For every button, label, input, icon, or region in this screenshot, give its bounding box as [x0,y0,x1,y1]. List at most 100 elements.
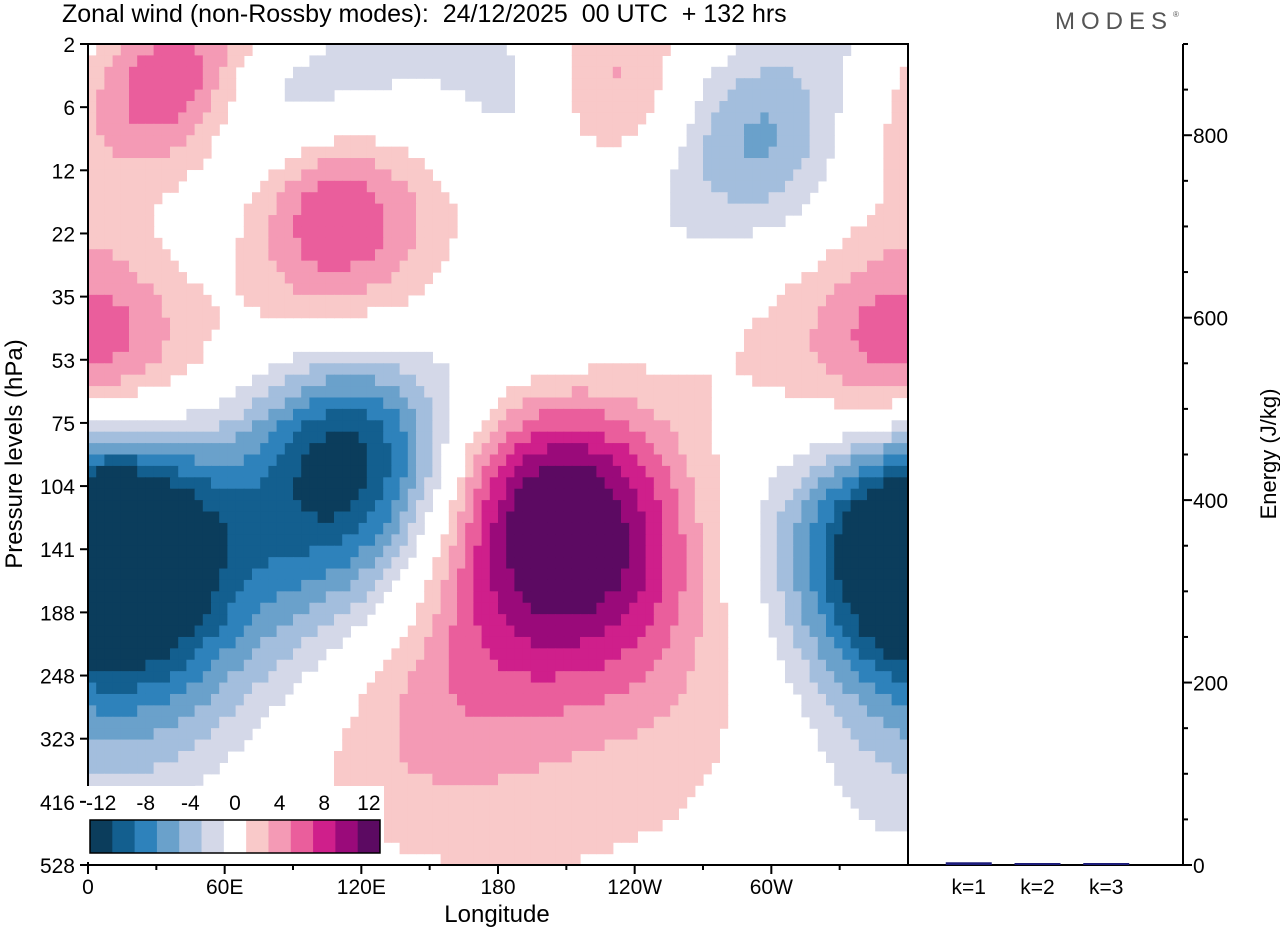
heatmap-cell [867,363,876,376]
heatmap-cell [120,123,130,136]
heatmap-cell [448,203,458,216]
heatmap-cell [448,591,458,604]
heatmap-cell [161,557,171,570]
heatmap-cell [145,716,155,729]
heatmap-cell [571,853,581,865]
heatmap-cell [334,55,343,68]
heatmap-cell [350,511,360,524]
heatmap-cell [785,55,794,68]
heatmap-cell [424,785,433,798]
heatmap-cell [284,78,294,91]
heatmap-cell [530,591,540,604]
heatmap-cell [178,705,187,718]
heatmap-cell [383,180,392,193]
heatmap-cell [506,579,515,592]
heatmap-cell [539,648,548,661]
heatmap-cell [703,671,712,684]
heatmap-cell [711,454,720,467]
heatmap-cell [473,705,483,718]
heatmap-cell [358,477,368,490]
heatmap-cell [588,545,597,558]
heatmap-cell [703,180,712,193]
heatmap-cell [867,568,876,581]
heatmap-cell [793,602,802,615]
heatmap-cell [112,283,122,296]
heatmap-cell [358,511,368,524]
heatmap-cell [686,443,696,456]
heatmap-cell [432,807,442,820]
heatmap-cell [637,625,647,638]
heatmap-cell [284,591,294,604]
heatmap-cell [817,739,827,752]
heatmap-cell [465,682,474,695]
heatmap-cell [621,762,630,775]
heatmap-cell [317,351,327,364]
heatmap-cell [522,716,532,729]
heatmap-cell [407,785,417,798]
heatmap-cell [194,283,204,296]
heatmap-cell [629,568,638,581]
heatmap-cell [891,215,901,228]
heatmap-cell [342,363,351,376]
heatmap-cell [465,465,474,478]
heatmap-cell [227,55,237,68]
heatmap-cell [899,477,908,490]
heatmap-cell [243,294,253,307]
heatmap-cell [317,522,327,535]
heatmap-cell [358,363,368,376]
heatmap-cell [473,614,483,627]
heatmap-cell [842,682,852,695]
heatmap-cell [826,340,835,353]
heatmap-cell [580,408,589,421]
heatmap-cell [727,66,737,79]
heatmap-cell [383,511,392,524]
heatmap-cell [555,705,565,718]
heatmap-cell [686,739,696,752]
heatmap-cell [186,773,196,786]
heatmap-cell [489,545,499,558]
heatmap-cell [334,78,343,91]
heatmap-cell [448,557,458,570]
heatmap-cell [604,66,614,79]
chart-title: Zonal wind (non-Rossby modes): 24/12/202… [62,0,787,28]
heatmap-cell [850,317,860,330]
heatmap-cell [694,716,704,729]
heatmap-cell [883,306,893,319]
heatmap-cell [268,682,278,695]
heatmap-cell [399,431,409,444]
heatmap-cell [776,78,786,91]
heatmap-cell [801,705,811,718]
heatmap-cell [202,750,212,763]
heatmap-cell [358,557,368,570]
heatmap-cell [711,66,720,79]
heatmap-cell [350,465,360,478]
heatmap-cell [153,454,163,467]
heatmap-cell [211,693,220,706]
heatmap-cell [399,557,409,570]
heatmap-cell [112,123,122,136]
heatmap-cell [899,705,908,718]
heatmap-cell [596,842,606,855]
heatmap-cell [670,557,679,570]
heatmap-cell [522,750,532,763]
heatmap-cell [629,785,638,798]
heatmap-cell [867,602,876,615]
heatmap-cell [342,169,351,182]
heatmap-cell [719,226,729,239]
heatmap-cell [243,488,253,501]
heatmap-cell [506,408,515,421]
heatmap-cell [153,363,163,376]
heatmap-cell [391,728,401,741]
heatmap-cell [785,545,794,558]
heatmap-cell [465,78,474,91]
heatmap-cell [317,272,327,285]
heatmap-cell [120,693,130,706]
heatmap-cell [621,648,630,661]
heatmap-cell [645,454,655,467]
heatmap-cell [186,693,196,706]
heatmap-cell [407,705,417,718]
heatmap-cell [694,180,704,193]
heatmap-cell [596,659,606,672]
heatmap-cell [284,659,294,672]
heatmap-cell [653,78,663,91]
